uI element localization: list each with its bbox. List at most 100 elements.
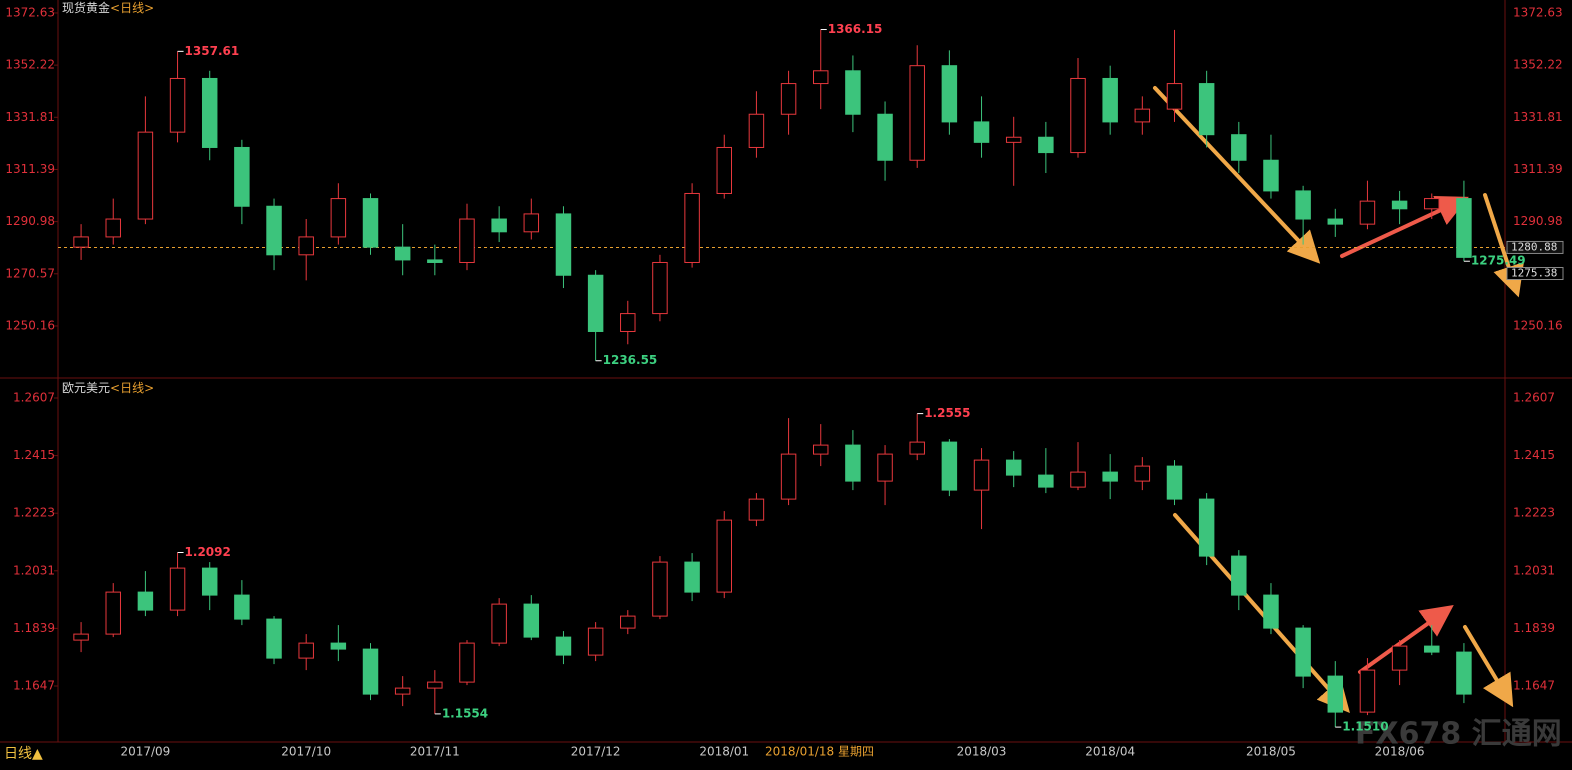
candle-body	[684, 192, 700, 263]
extreme-label: 1.1510	[1342, 720, 1388, 734]
y-tick-label-right: 1372.63	[1513, 5, 1563, 19]
title: 欧元美元	[62, 381, 110, 395]
candle-body	[555, 636, 572, 656]
candle-body	[1295, 627, 1311, 677]
candle-body	[1359, 669, 1376, 713]
y-tick-label-right: 1290.98	[1513, 214, 1563, 228]
y-tick-label-right: 1.2607	[1513, 391, 1555, 405]
y-tick-label: 1372.63	[5, 5, 55, 19]
y-tick-label: 1.2031	[13, 563, 55, 577]
price-tag: 1275.38	[1511, 267, 1557, 280]
candle-body	[973, 121, 990, 143]
candle-body	[748, 113, 765, 148]
candle-body	[394, 687, 411, 695]
candle-body	[1263, 594, 1279, 629]
candle-body	[716, 146, 732, 194]
y-tick-label-right: 1352.22	[1513, 58, 1563, 72]
y-tick-label-right: 1.1647	[1513, 679, 1555, 693]
candle-body	[909, 441, 925, 455]
candle-body	[201, 567, 218, 596]
candle-body	[1134, 108, 1151, 123]
candle-body	[298, 236, 314, 256]
x-tick-label: 2017/11	[410, 745, 460, 759]
panel-title: 欧元美元<日线>	[62, 381, 154, 395]
candle-body	[1166, 465, 1183, 500]
candle-body	[1327, 218, 1344, 225]
candle-body	[362, 198, 379, 248]
candle-body	[1263, 159, 1279, 192]
y-tick-label: 1352.22	[5, 58, 55, 72]
candle-body	[941, 65, 958, 123]
y-tick-label: 1.2607	[13, 391, 55, 405]
arrow	[1463, 625, 1514, 708]
candle-body	[234, 146, 250, 207]
y-tick-label: 1311.39	[5, 162, 55, 176]
candle-body	[652, 561, 668, 617]
watermark: FX678 汇通网	[1355, 717, 1562, 752]
extreme-label: 1357.61	[185, 44, 240, 58]
candle-body	[1038, 474, 1054, 488]
candle-body	[877, 113, 893, 161]
candle-body	[523, 603, 540, 638]
candle-body	[105, 591, 121, 635]
candle-body	[459, 218, 475, 263]
candle-body	[1424, 198, 1440, 210]
title: 现货黄金	[62, 0, 110, 15]
x-tick-label: 2017/10	[281, 745, 331, 759]
x-tick-label: 2018/05	[1246, 745, 1296, 759]
candle-body	[169, 77, 186, 133]
candle-body	[330, 198, 347, 238]
price-tag: 1280.88	[1511, 240, 1557, 253]
crosshair-label: 2018/01/18 星期四	[765, 745, 874, 759]
y-tick-label: 1250.16	[5, 318, 55, 332]
panel-title: 现货黄金<日线>	[62, 0, 154, 15]
period-button[interactable]: 日线▲	[4, 746, 43, 762]
candle-body	[1198, 498, 1215, 557]
y-tick-label-right: 1.2031	[1513, 563, 1555, 577]
candle-body	[1005, 136, 1022, 143]
candle-body	[266, 205, 282, 256]
y-tick-label: 1.2223	[13, 506, 55, 520]
x-tick-label: 2018/06	[1375, 745, 1425, 759]
extreme-label: 1236.55	[603, 353, 658, 367]
candle-body	[620, 313, 636, 332]
y-tick-label-right: 1.1839	[1513, 621, 1555, 635]
y-tick-label-right: 1250.16	[1513, 318, 1563, 332]
candle-body	[748, 498, 765, 521]
candle-body	[1327, 675, 1344, 713]
x-tick-label: 2017/09	[120, 745, 170, 759]
candle-body	[780, 83, 797, 115]
y-tick-label-right: 1.2223	[1513, 506, 1555, 520]
arrow	[1153, 86, 1321, 264]
candle-body	[427, 681, 443, 689]
candle-body	[1231, 134, 1247, 161]
candle-body	[330, 642, 347, 650]
y-tick-label: 1.2415	[13, 448, 55, 462]
candle-body	[1456, 651, 1472, 695]
candle-body	[1295, 190, 1311, 220]
extreme-label: 1.2092	[185, 545, 231, 559]
candle-body	[845, 444, 861, 482]
candle-body	[105, 218, 121, 238]
candle-body	[587, 274, 604, 332]
candle-body	[1166, 83, 1183, 110]
y-tick-label-right: 1.2415	[1513, 448, 1555, 462]
price-tag-box	[1506, 240, 1564, 254]
candle-body	[1070, 471, 1086, 488]
candle-body	[1134, 465, 1151, 482]
y-tick-label: 1290.98	[5, 214, 55, 228]
candle-body	[201, 77, 218, 148]
y-tick-label: 1.1647	[13, 679, 55, 693]
candle-body	[652, 261, 668, 315]
candle-body	[941, 441, 958, 491]
candle-body	[491, 603, 507, 644]
price-tag-box	[1506, 267, 1564, 281]
candle-body	[813, 444, 829, 455]
candle-body	[1391, 645, 1408, 671]
candle-body	[1359, 200, 1376, 225]
candle-body	[73, 633, 89, 641]
candle-body	[427, 259, 443, 263]
candle-body	[1005, 459, 1022, 476]
candle-body	[1102, 471, 1118, 482]
